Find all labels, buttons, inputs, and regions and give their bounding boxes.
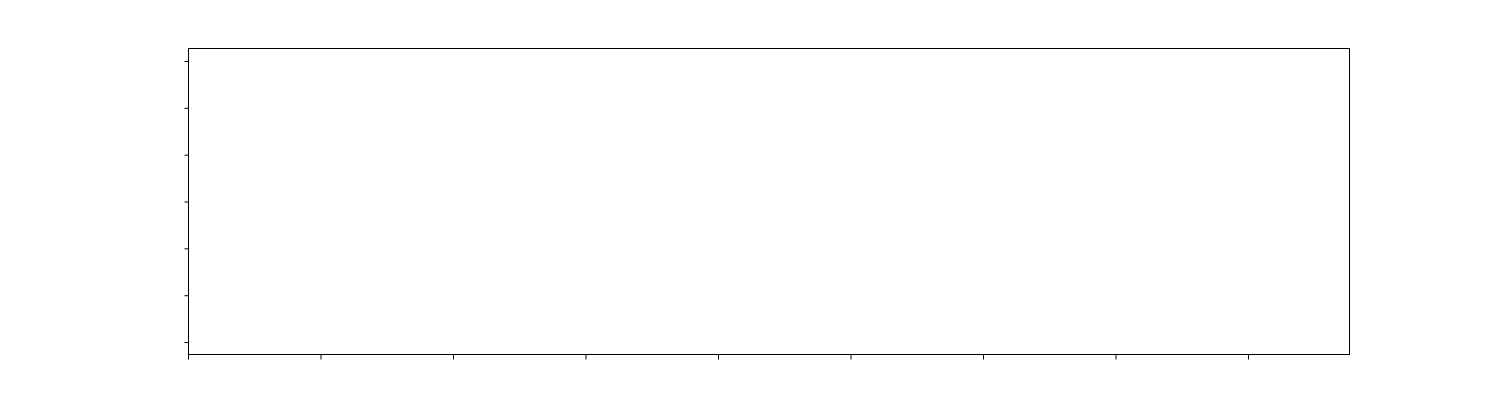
y-axis-ticks: [184, 61, 189, 343]
plot-background: [188, 48, 1350, 355]
plot-frame: [188, 48, 1350, 355]
x-axis-ticks: [188, 354, 1249, 360]
